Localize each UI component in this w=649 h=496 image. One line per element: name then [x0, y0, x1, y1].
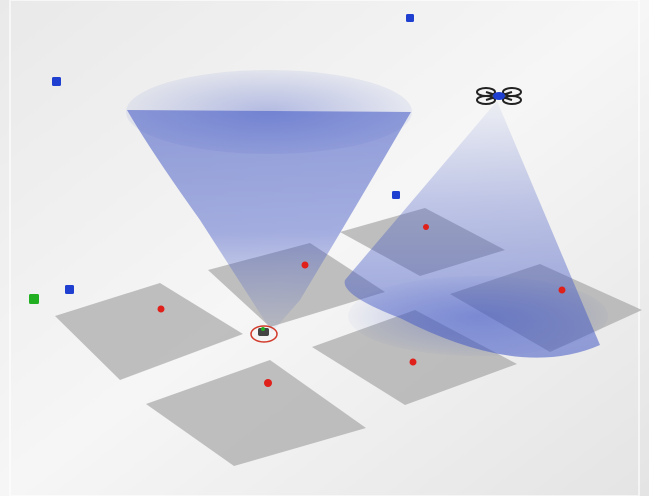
- sensor-cone-left: [126, 70, 412, 332]
- red-marker-tile-right: [558, 286, 566, 294]
- red-marker-tile-center-right: [409, 358, 417, 366]
- rotor-rear-right-icon: [502, 95, 522, 105]
- robot-target-ring: [250, 325, 278, 343]
- drone-body: [493, 92, 505, 100]
- blue-marker-middle: [392, 191, 400, 199]
- sensor-cone-drone: [344, 101, 608, 358]
- ground-robot[interactable]: [250, 325, 278, 343]
- robot-body: [258, 328, 269, 336]
- markers-layer: [29, 14, 566, 387]
- red-marker-tile-front-left: [157, 305, 165, 313]
- rotor-rear-left-icon: [476, 95, 496, 105]
- tile-front: [146, 360, 366, 466]
- blue-marker-left: [65, 285, 74, 294]
- robot-sensor-icon: [261, 327, 265, 331]
- green-marker-left: [29, 294, 39, 304]
- blue-marker-upper-left: [52, 77, 61, 86]
- blue-marker-top: [406, 14, 414, 22]
- red-marker-tile-back-right: [423, 224, 429, 230]
- red-marker-tile-center: [301, 261, 309, 269]
- image-border: [9, 0, 640, 496]
- tile-front-left: [55, 283, 243, 380]
- red-marker-tile-front: [264, 379, 272, 387]
- quadcopter-drone[interactable]: [476, 87, 522, 105]
